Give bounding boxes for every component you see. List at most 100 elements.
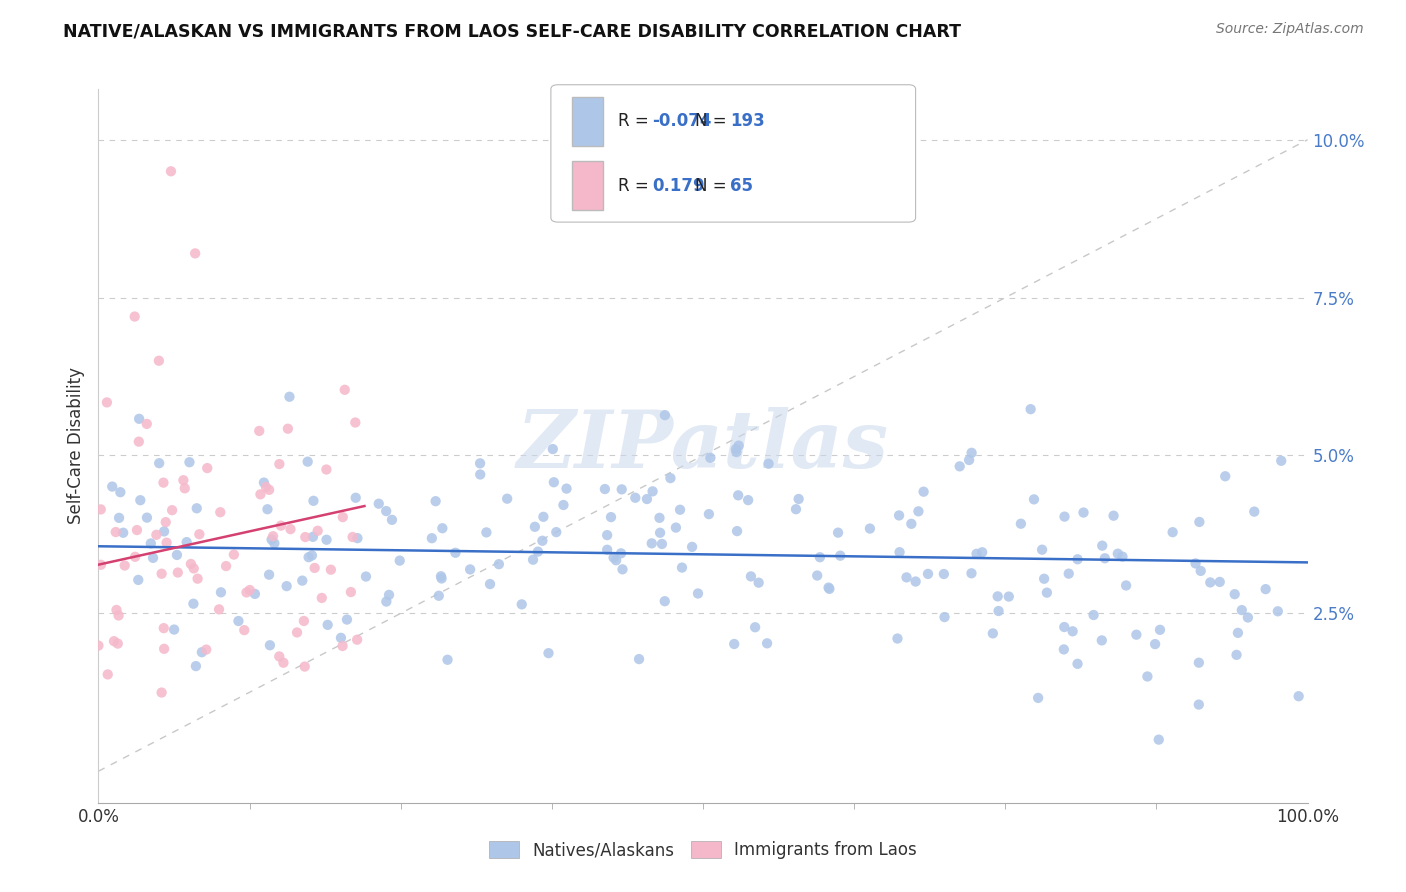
- Point: [1243, 505, 1265, 519]
- Point: [152, 621, 174, 635]
- Point: [1254, 582, 1277, 596]
- Point: [104, 524, 127, 539]
- Point: [610, 546, 633, 560]
- Point: [150, 685, 173, 699]
- Point: [257, 567, 280, 582]
- Point: [896, 570, 918, 584]
- Point: [727, 439, 749, 453]
- Point: [1019, 402, 1042, 417]
- Point: [166, 566, 188, 580]
- Point: [336, 613, 359, 627]
- Text: 65: 65: [730, 177, 752, 194]
- Point: [239, 582, 262, 597]
- Point: [787, 491, 810, 506]
- Point: [900, 516, 922, 531]
- Point: [315, 533, 337, 547]
- Point: [934, 610, 956, 624]
- Point: [555, 482, 578, 496]
- Point: [806, 568, 828, 582]
- Text: N =: N =: [695, 177, 731, 194]
- Point: [367, 497, 389, 511]
- Point: [304, 561, 326, 575]
- Point: [332, 639, 354, 653]
- Point: [612, 562, 634, 576]
- Point: [1026, 690, 1049, 705]
- Point: [887, 508, 910, 523]
- Point: [273, 656, 295, 670]
- Point: [1184, 557, 1206, 571]
- Point: [1270, 454, 1292, 468]
- Point: [727, 488, 749, 502]
- Point: [960, 446, 983, 460]
- Point: [319, 563, 342, 577]
- Point: [254, 480, 277, 494]
- Point: [124, 549, 146, 564]
- Point: [187, 572, 209, 586]
- Point: [155, 515, 177, 529]
- Point: [150, 566, 173, 581]
- Point: [388, 553, 411, 567]
- Point: [785, 502, 807, 516]
- Point: [166, 548, 188, 562]
- Point: [249, 487, 271, 501]
- Point: [458, 562, 481, 576]
- Point: [155, 535, 177, 549]
- Point: [277, 422, 299, 436]
- Point: [596, 528, 619, 542]
- Point: [103, 634, 125, 648]
- Point: [128, 434, 150, 449]
- Point: [697, 507, 720, 521]
- Point: [285, 625, 308, 640]
- Point: [1209, 574, 1232, 589]
- Point: [278, 390, 301, 404]
- Point: [827, 525, 849, 540]
- Point: [340, 585, 363, 599]
- Point: [651, 537, 673, 551]
- Point: [932, 567, 955, 582]
- Point: [479, 577, 502, 591]
- Point: [297, 455, 319, 469]
- Point: [468, 456, 491, 470]
- Point: [1115, 578, 1137, 592]
- Point: [723, 637, 745, 651]
- Text: N =: N =: [695, 112, 731, 130]
- Point: [1033, 572, 1056, 586]
- Point: [1213, 469, 1236, 483]
- Point: [301, 549, 323, 563]
- Point: [183, 561, 205, 575]
- Text: -0.074: -0.074: [652, 112, 711, 130]
- Point: [444, 546, 467, 560]
- Point: [427, 589, 450, 603]
- Point: [101, 479, 124, 493]
- Point: [997, 590, 1019, 604]
- Point: [108, 511, 131, 525]
- Point: [346, 531, 368, 545]
- Point: [531, 533, 554, 548]
- Point: [127, 573, 149, 587]
- Point: [1066, 552, 1088, 566]
- Point: [188, 527, 211, 541]
- Point: [543, 475, 565, 490]
- Point: [596, 542, 619, 557]
- Point: [830, 549, 852, 563]
- Text: R =: R =: [617, 177, 654, 194]
- Point: [114, 558, 136, 573]
- Point: [263, 536, 285, 550]
- Point: [148, 353, 170, 368]
- Point: [142, 550, 165, 565]
- Point: [378, 588, 401, 602]
- Point: [740, 569, 762, 583]
- Point: [344, 491, 367, 505]
- Point: [654, 408, 676, 422]
- Point: [269, 649, 291, 664]
- Point: [259, 638, 281, 652]
- Point: [1107, 547, 1129, 561]
- Point: [1031, 542, 1053, 557]
- Point: [531, 509, 554, 524]
- Text: 193: 193: [730, 112, 765, 130]
- Point: [886, 632, 908, 646]
- Point: [510, 598, 533, 612]
- Point: [253, 475, 276, 490]
- Point: [139, 536, 162, 550]
- Point: [262, 529, 284, 543]
